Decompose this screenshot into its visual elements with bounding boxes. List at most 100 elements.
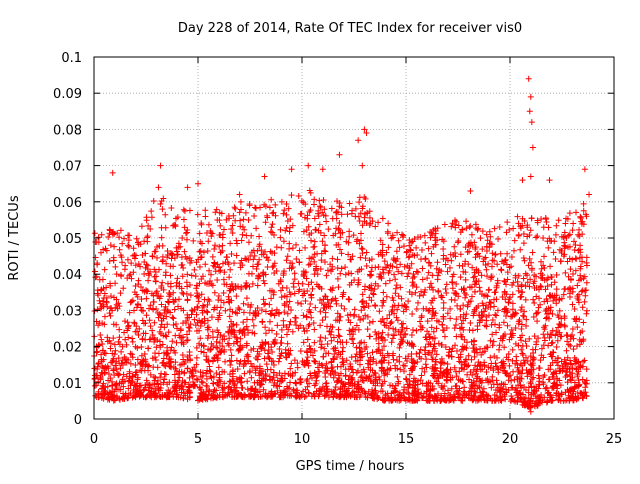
data-point [155,385,162,392]
data-point [120,378,127,385]
data-point [308,237,315,244]
data-point [427,280,434,287]
data-point [522,282,529,289]
data-point [457,313,464,320]
data-point [219,234,226,241]
data-point [99,341,106,348]
data-point [138,361,145,368]
data-point [251,213,258,220]
data-point [228,358,235,365]
data-point [334,256,341,263]
data-point [335,349,342,356]
data-point [135,260,142,267]
data-point [466,376,473,383]
data-point [284,340,291,347]
data-point [260,386,267,393]
data-point [278,287,285,294]
data-point [567,333,574,340]
data-point [340,361,347,368]
data-point [496,342,503,349]
data-point [172,321,179,328]
data-point [544,283,551,290]
data-point [458,364,465,371]
data-point [514,392,521,399]
data-point [408,331,415,338]
data-point [501,277,508,284]
data-point [239,344,246,351]
data-point [152,391,159,398]
data-point [319,362,326,369]
data-point [382,391,389,398]
data-point [264,350,271,357]
data-point [505,377,512,384]
data-point [253,265,260,272]
data-point [515,318,522,325]
data-point [153,394,160,401]
data-point [147,371,154,378]
data-point [481,308,488,315]
data-point [276,346,283,353]
data-point [353,322,360,329]
data-point [284,385,291,392]
data-point [122,262,129,269]
data-point [319,209,326,216]
data-point [417,346,424,353]
data-point [453,373,460,380]
data-point [394,317,401,324]
data-point [240,319,247,326]
data-point [333,379,340,386]
data-point [191,316,198,323]
data-point [303,313,310,320]
data-point [531,333,538,340]
data-point [162,303,169,310]
data-point [208,340,215,347]
data-point [430,309,437,316]
data-point [138,367,145,374]
data-point [554,337,561,344]
data-point [203,370,210,377]
data-point [565,232,572,239]
data-point [191,266,198,273]
data-point [280,317,287,324]
data-point [130,245,137,252]
data-point [455,387,462,394]
data-point [132,361,139,368]
data-point [170,315,177,322]
data-point [523,322,530,329]
data-point [209,328,216,335]
data-point [107,312,114,319]
data-point [286,289,293,296]
data-point [213,206,220,213]
data-point [262,330,269,337]
data-point [178,254,185,261]
data-point [321,242,328,249]
data-point [406,253,413,260]
data-point [468,356,475,363]
data-point [184,271,191,278]
data-point [289,245,296,252]
data-point [229,222,236,229]
data-point [447,251,454,258]
data-point [357,348,364,355]
data-point [556,329,563,336]
data-point [172,381,179,388]
data-point [506,362,513,369]
x-tick-label: 20 [502,432,519,447]
data-point [540,262,547,269]
data-point [176,283,183,290]
data-point [96,320,103,327]
data-point [332,209,339,216]
data-point [193,344,200,351]
data-point [194,376,201,383]
data-point [233,237,240,244]
data-point [455,354,462,361]
data-point [530,296,537,303]
data-point [178,262,185,269]
data-point [551,238,558,245]
data-point [287,365,294,372]
data-point [569,256,576,263]
data-point [139,251,146,258]
data-point [125,334,132,341]
data-point [115,338,122,345]
data-point [509,291,516,298]
